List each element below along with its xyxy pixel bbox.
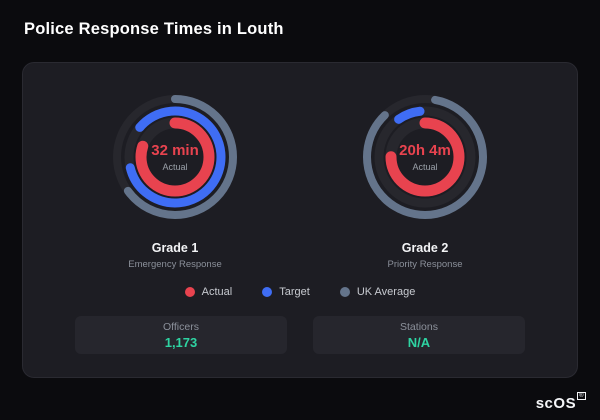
stat-value-officers: 1,173 xyxy=(164,334,198,350)
gauge-subtitle-grade-2: Priority Response xyxy=(387,259,463,270)
legend-item-uk-average: UK Average xyxy=(339,286,416,298)
gauge-title-grade-1: Grade 1 xyxy=(151,241,199,255)
stat-box-officers: Officers 1,173 xyxy=(75,316,287,354)
page-title: Police Response Times in Louth xyxy=(24,20,284,38)
gauge-grade-2: 20h 4m Actual Grade 2 Priority Response xyxy=(350,87,500,270)
stats-row: Officers 1,173 Stations N/A xyxy=(75,316,525,354)
gauge-svg-grade-2 xyxy=(363,95,487,219)
gauge-grade-1: 32 min Actual Grade 1 Emergency Response xyxy=(100,87,250,270)
legend-label-uk-average: UK Average xyxy=(356,286,416,298)
response-times-card: 32 min Actual Grade 1 Emergency Response xyxy=(22,62,578,378)
scos-logo: scOS ® xyxy=(535,392,586,412)
legend-label-actual: Actual xyxy=(201,286,233,298)
legend-item-target: Target xyxy=(262,286,310,298)
stat-value-stations: N/A xyxy=(407,334,431,350)
gauge-chart-grade-2: 20h 4m Actual xyxy=(355,87,495,227)
legend-dot-uk-average-icon xyxy=(339,287,350,297)
stat-box-stations: Stations N/A xyxy=(313,316,525,354)
legend-dot-actual-icon xyxy=(184,287,195,297)
gauge-chart-grade-1: 32 min Actual xyxy=(105,87,245,227)
stat-label-officers: Officers xyxy=(163,320,199,333)
gauge-title-grade-2: Grade 2 xyxy=(401,241,449,255)
gauge-svg-grade-1 xyxy=(113,95,237,219)
gauge-subtitle-grade-1: Emergency Response xyxy=(128,259,222,270)
registered-mark-icon: ® xyxy=(577,392,586,400)
gauges-row: 32 min Actual Grade 1 Emergency Response xyxy=(100,87,500,270)
legend-dot-target-icon xyxy=(262,287,273,297)
legend-item-actual: Actual xyxy=(184,286,233,298)
stat-label-stations: Stations xyxy=(400,320,438,333)
legend: Actual Target UK Average xyxy=(184,286,416,298)
legend-label-target: Target xyxy=(279,286,310,298)
